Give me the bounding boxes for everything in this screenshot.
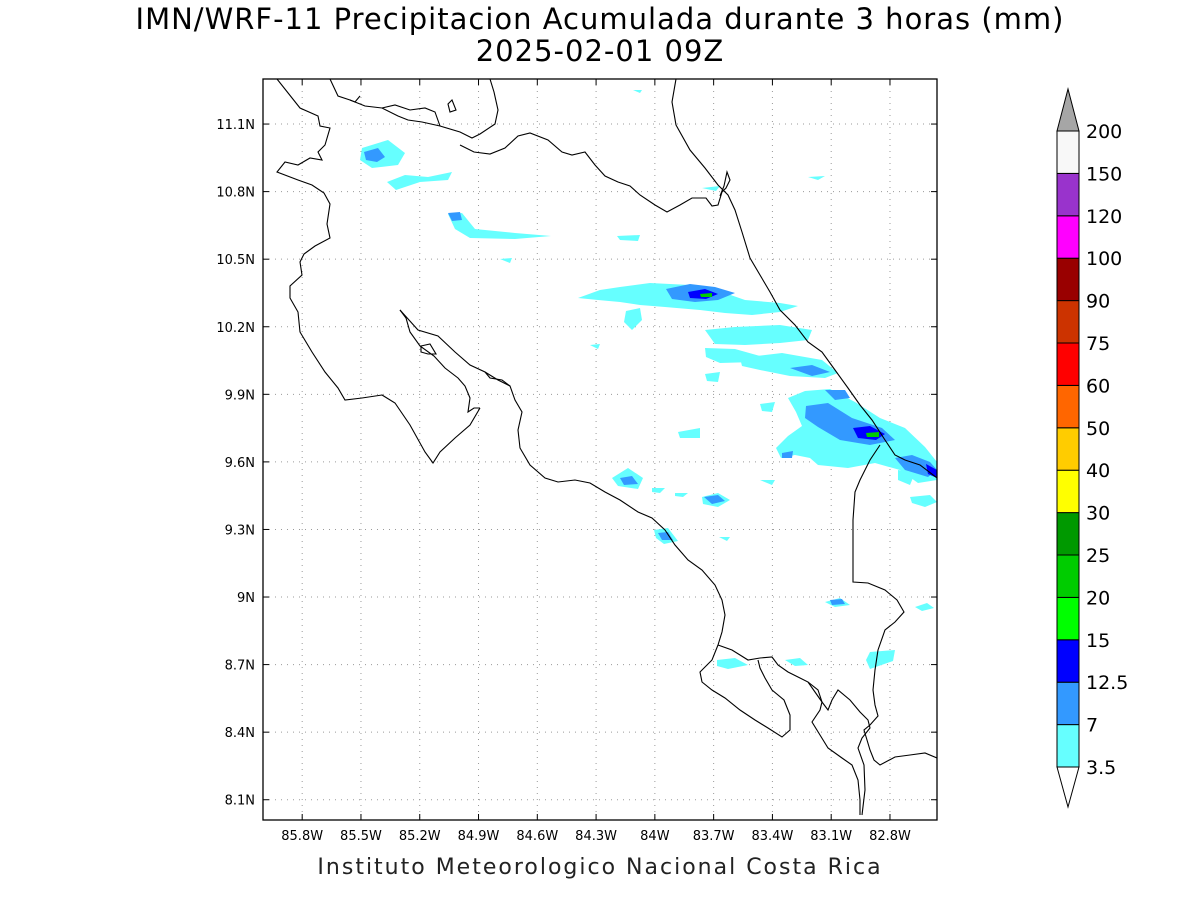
colorbar-label: 200: [1086, 121, 1122, 143]
lat-tick-label: 9.3N: [225, 523, 255, 538]
map-frame: [262, 78, 938, 821]
map-gridlines: [263, 79, 937, 820]
colorbar-label: 90: [1086, 291, 1110, 313]
lon-tick-label: 84.9W: [458, 829, 500, 844]
lat-tick-label: 8.7N: [225, 659, 255, 674]
colorbar-upper-arrow: [1056, 87, 1080, 132]
footer-credit: Instituto Meteorologico Nacional Costa R…: [317, 855, 883, 880]
colorbar-segment: [1056, 681, 1080, 726]
colorbar-lower-arrow: [1056, 766, 1080, 809]
colorbar-label: 120: [1086, 206, 1122, 228]
lat-tick-label: 8.4N: [225, 726, 255, 741]
colorbar-segment: [1056, 342, 1080, 386]
colorbar-label: 20: [1086, 587, 1110, 609]
latitude-tick-labels: 11.1N 10.8N 10.5N 10.2N 9.9N 9.6N 9.3N 9N 8.7N 8.…: [216, 118, 255, 809]
lat-tick-label: 11.1N: [216, 118, 255, 133]
lon-tick-label: 82.8W: [869, 829, 911, 844]
lat-tick-label: 10.5N: [216, 253, 255, 268]
colorbar-label: 75: [1086, 333, 1110, 355]
colorbar-segment: [1056, 257, 1080, 302]
map-title: IMN/WRF-11 Precipitacion Acumulada duran…: [135, 2, 1065, 36]
lon-tick-label: 85.8W: [281, 829, 323, 844]
colorbar-segment: [1056, 639, 1080, 683]
lat-tick-label: 8.1N: [225, 794, 255, 809]
colorbar-segment: [1056, 512, 1080, 556]
colorbar-segment: [1056, 469, 1080, 514]
precip-green-areas: [700, 293, 879, 437]
lat-tick-label: 9N: [237, 591, 255, 606]
lon-tick-label: 83.4W: [752, 829, 794, 844]
longitude-tick-labels: 85.8W 85.5W 85.2W 84.9W 84.6W 84.3W 84W 83.7W 83…: [281, 829, 911, 844]
colorbar-label: 15: [1086, 630, 1110, 652]
precip-shading: [360, 90, 937, 669]
colorbar-segment: [1056, 427, 1080, 471]
precip-lightblue-areas: [364, 148, 937, 605]
colorbar-segment: [1056, 130, 1080, 174]
lon-tick-label: 83.1W: [810, 829, 852, 844]
colorbar-label: 50: [1086, 418, 1110, 440]
map-datetime: 2025-02-01 09Z: [475, 34, 725, 68]
coastline-borders: [276, 79, 937, 816]
lat-tick-label: 10.2N: [216, 321, 255, 336]
colorbar-segment: [1056, 384, 1080, 429]
lon-tick-label: 84.6W: [516, 829, 558, 844]
colorbar-segment: [1056, 215, 1080, 259]
colorbar-label: 40: [1086, 460, 1110, 482]
colorbar-label: 12.5: [1086, 672, 1128, 694]
colorbar-label: 30: [1086, 503, 1110, 525]
lon-tick-label: 85.2W: [399, 829, 441, 844]
lat-tick-label: 10.8N: [216, 186, 255, 201]
colorbar-label: 7: [1086, 715, 1098, 737]
colorbar-label: 60: [1086, 375, 1110, 397]
colorbar-segment: [1056, 554, 1080, 598]
lon-tick-label: 84W: [640, 829, 670, 844]
lon-tick-label: 84.3W: [575, 829, 617, 844]
colorbar-segment: [1056, 596, 1080, 641]
colorbar-segment: [1056, 724, 1080, 768]
colorbar-segment: [1056, 300, 1080, 344]
colorbar-label: 100: [1086, 248, 1122, 270]
lon-tick-label: 85.5W: [340, 829, 382, 844]
colorbar: 3.5 7 12.5 15 20 25 30 40 50 60 75 90 100 120 150 200: [1056, 87, 1128, 809]
precip-cyan-areas: [360, 90, 937, 669]
colorbar-label: 3.5: [1086, 757, 1116, 779]
colorbar-label: 150: [1086, 163, 1122, 185]
colorbar-label: 25: [1086, 545, 1110, 567]
lat-tick-label: 9.9N: [225, 388, 255, 403]
colorbar-segment: [1056, 172, 1080, 217]
lon-tick-label: 83.7W: [693, 829, 735, 844]
lat-tick-label: 9.6N: [225, 456, 255, 471]
